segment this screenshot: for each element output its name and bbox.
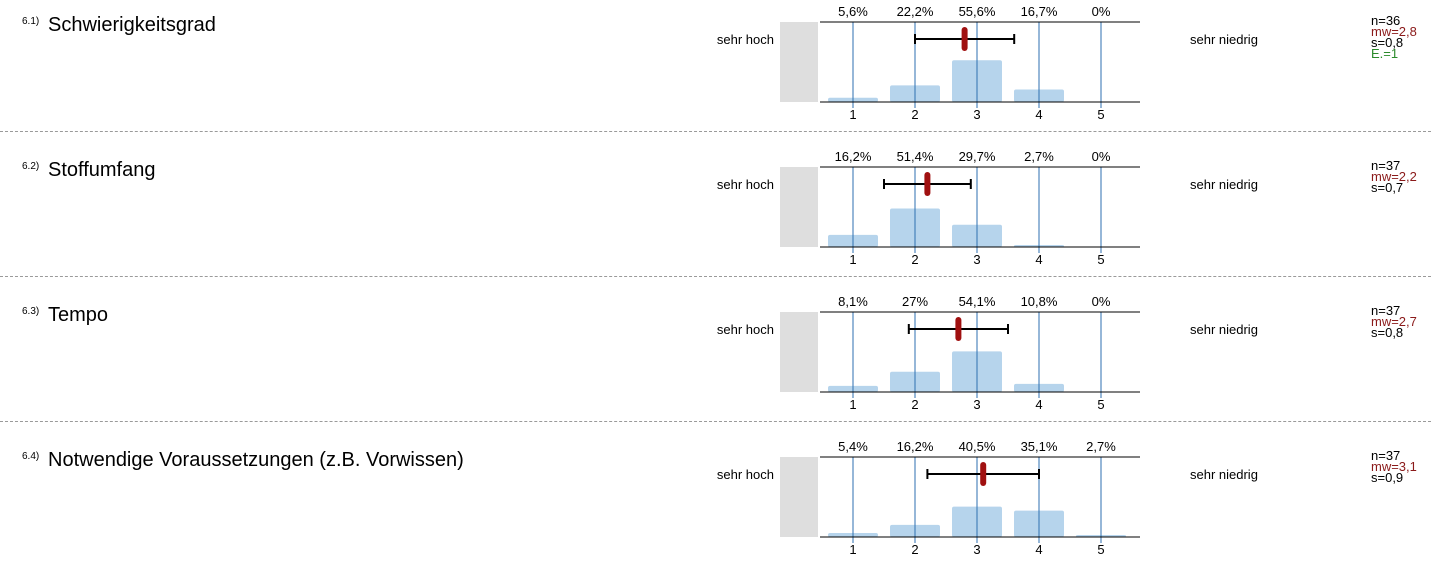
question-number: 6.1): [22, 16, 40, 27]
stats-block: n=37 mw=2,7 s=0,8: [1371, 303, 1417, 340]
rating-chart: 5,6% 22,2% 55,6% 16,7% 0% 1 2 3 4 5: [780, 4, 1140, 122]
percent-label: 2,7%: [1086, 439, 1116, 454]
stat-mean: mw=2,8: [1371, 24, 1417, 39]
stats-block: n=36 mw=2,8 s=0,8 E.=1: [1371, 13, 1417, 61]
tick-label: 3: [973, 542, 980, 557]
tick-label: 4: [1035, 107, 1042, 122]
question-row: 6.3) Tempo sehr hoch sehr niedrig n=37 mw=2,7…: [0, 290, 1431, 430]
scale-left-label: sehr hoch: [716, 467, 774, 482]
question-number: 6.3): [22, 306, 40, 317]
stat-sd: s=0,8: [1371, 35, 1404, 50]
question-row: 6.4) Notwendige Voraussetzungen (z.B. Vor…: [0, 435, 1431, 575]
stat-mean: mw=2,7: [1371, 314, 1417, 329]
mean-marker: [924, 172, 931, 196]
tick-label: 2: [911, 107, 918, 122]
percent-label: 16,2%: [897, 439, 934, 454]
row-separator: [0, 421, 1431, 422]
percent-label: 0%: [1092, 4, 1111, 19]
tick-label: 5: [1097, 542, 1104, 557]
stat-n: n=37: [1371, 303, 1401, 318]
scale-left-label: sehr hoch: [716, 32, 774, 47]
question-number: 6.4): [22, 451, 40, 462]
question-title: Notwendige Voraussetzungen (z.B. Vorwiss…: [48, 449, 464, 471]
percent-label: 2,7%: [1024, 149, 1054, 164]
tick-label: 5: [1097, 252, 1104, 267]
percent-label: 40,5%: [959, 439, 996, 454]
percent-label: 0%: [1092, 294, 1111, 309]
scale-right-label: sehr niedrig: [1190, 32, 1258, 47]
tick-label: 5: [1097, 107, 1104, 122]
percent-label: 22,2%: [897, 4, 934, 19]
scale-left-label: sehr hoch: [716, 177, 774, 192]
left-side-panel: [780, 457, 818, 537]
tick-label: 1: [849, 542, 856, 557]
tick-label: 4: [1035, 252, 1042, 267]
mean-marker: [980, 462, 987, 486]
stats-block: n=37 mw=3,1 s=0,9: [1371, 448, 1417, 485]
tick-label: 1: [849, 397, 856, 412]
percent-label: 35,1%: [1021, 439, 1058, 454]
stat-mean: mw=2,2: [1371, 169, 1417, 184]
stats-block: n=37 mw=2,2 s=0,7: [1371, 158, 1417, 195]
stat-n: n=37: [1371, 158, 1401, 173]
tick-label: 3: [973, 252, 980, 267]
rating-chart: 5,4% 16,2% 40,5% 35,1% 2,7% 1 2 3 4 5: [780, 439, 1140, 557]
stat-n: n=36: [1371, 13, 1401, 28]
stat-sd: s=0,8: [1371, 325, 1404, 340]
question-title: Tempo: [48, 304, 109, 326]
question-row: 6.1) Schwierigkeitsgrad sehr hoch sehr nied…: [0, 0, 1431, 140]
percent-label: 0%: [1092, 149, 1111, 164]
tick-label: 2: [911, 542, 918, 557]
percent-label: 29,7%: [959, 149, 996, 164]
row-separator: [0, 131, 1431, 132]
percent-label: 16,2%: [835, 149, 872, 164]
tick-label: 4: [1035, 542, 1042, 557]
scale-left-label: sehr hoch: [716, 322, 774, 337]
tick-label: 3: [973, 107, 980, 122]
left-side-panel: [780, 22, 818, 102]
stat-n: n=37: [1371, 448, 1401, 463]
scale-right-label: sehr niedrig: [1190, 467, 1258, 482]
left-side-panel: [780, 312, 818, 392]
rating-chart: 8,1% 27% 54,1% 10,8% 0% 1 2 3 4 5: [780, 294, 1140, 412]
mean-marker: [961, 27, 968, 51]
rating-chart: 16,2% 51,4% 29,7% 2,7% 0% 1 2 3 4 5: [780, 149, 1140, 267]
stat-sd: s=0,9: [1371, 470, 1404, 485]
percent-label: 5,4%: [838, 439, 868, 454]
question-row: 6.2) Stoffumfang sehr hoch sehr niedrig n=37…: [0, 145, 1431, 285]
row-separator: [0, 276, 1431, 277]
question-title: Stoffumfang: [48, 159, 156, 181]
tick-label: 2: [911, 397, 918, 412]
tick-label: 3: [973, 397, 980, 412]
percent-label: 55,6%: [959, 4, 996, 19]
scale-right-label: sehr niedrig: [1190, 177, 1258, 192]
percent-label: 16,7%: [1021, 4, 1058, 19]
percent-label: 54,1%: [959, 294, 996, 309]
stat-abstentions: E.=1: [1371, 46, 1399, 61]
tick-label: 4: [1035, 397, 1042, 412]
tick-label: 5: [1097, 397, 1104, 412]
percent-label: 8,1%: [838, 294, 868, 309]
percent-label: 5,6%: [838, 4, 868, 19]
scale-right-label: sehr niedrig: [1190, 322, 1258, 337]
mean-marker: [955, 317, 962, 341]
percent-label: 51,4%: [897, 149, 934, 164]
stat-mean: mw=3,1: [1371, 459, 1417, 474]
question-title: Schwierigkeitsgrad: [48, 14, 216, 36]
tick-label: 1: [849, 252, 856, 267]
question-number: 6.2): [22, 161, 40, 172]
tick-label: 2: [911, 252, 918, 267]
percent-label: 27%: [902, 294, 928, 309]
stat-sd: s=0,7: [1371, 180, 1404, 195]
left-side-panel: [780, 167, 818, 247]
tick-label: 1: [849, 107, 856, 122]
percent-label: 10,8%: [1021, 294, 1058, 309]
